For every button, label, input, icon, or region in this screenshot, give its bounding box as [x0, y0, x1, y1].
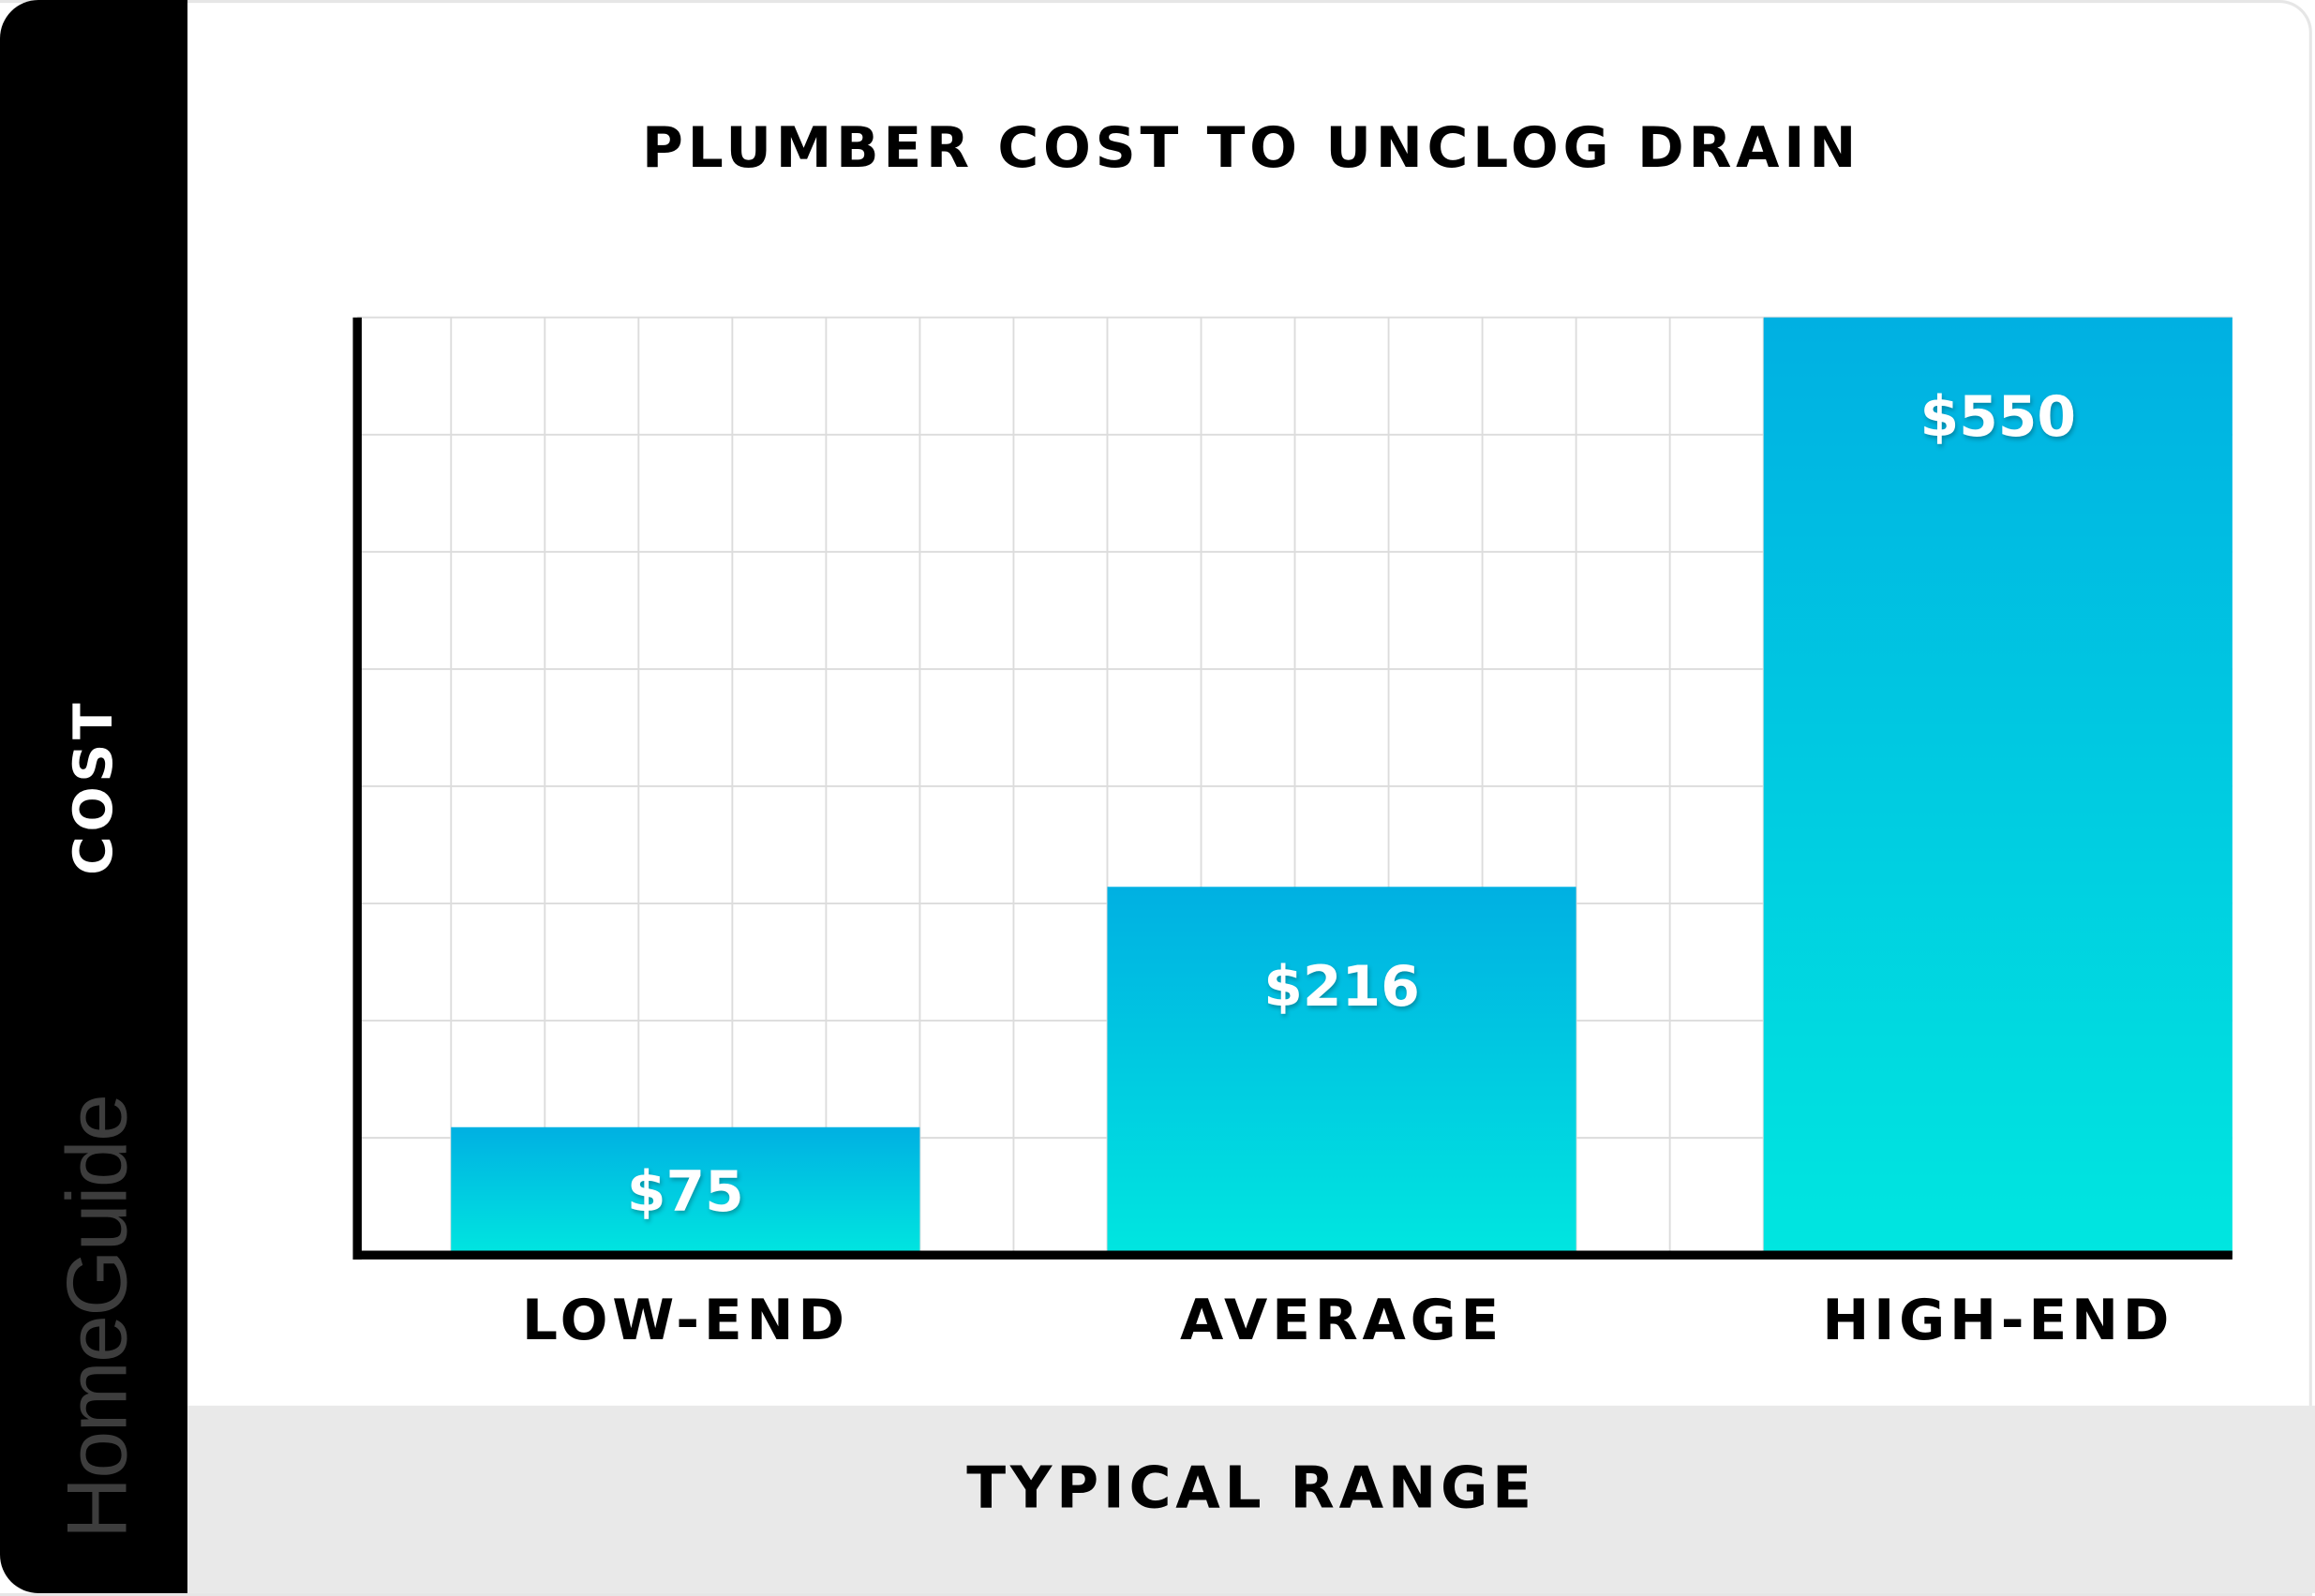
x-tick-label-high-end: HIGH-END	[1822, 1287, 2174, 1353]
x-axis-title: TYPICAL RANGE	[966, 1455, 1536, 1523]
bar-average	[1107, 887, 1576, 1256]
axes	[352, 317, 2233, 1260]
data-label-high-end: $550	[1919, 383, 2077, 449]
data-label-average: $216	[1263, 953, 1420, 1019]
x-tick-label-low-end: LOW-END	[521, 1287, 849, 1353]
sidebar: COST HomeGuide	[0, 0, 188, 1593]
bars	[451, 317, 2233, 1256]
bar-high-end	[1763, 317, 2233, 1256]
bar-low-end	[451, 1126, 920, 1256]
chart-title: PLUMBER COST TO UNCLOG DRAIN	[642, 114, 1861, 181]
x-axis-band: TYPICAL RANGE	[187, 1405, 2315, 1593]
x-tick-label-average: AVERAGE	[1180, 1287, 1504, 1353]
data-label-low-end: $75	[626, 1158, 744, 1224]
